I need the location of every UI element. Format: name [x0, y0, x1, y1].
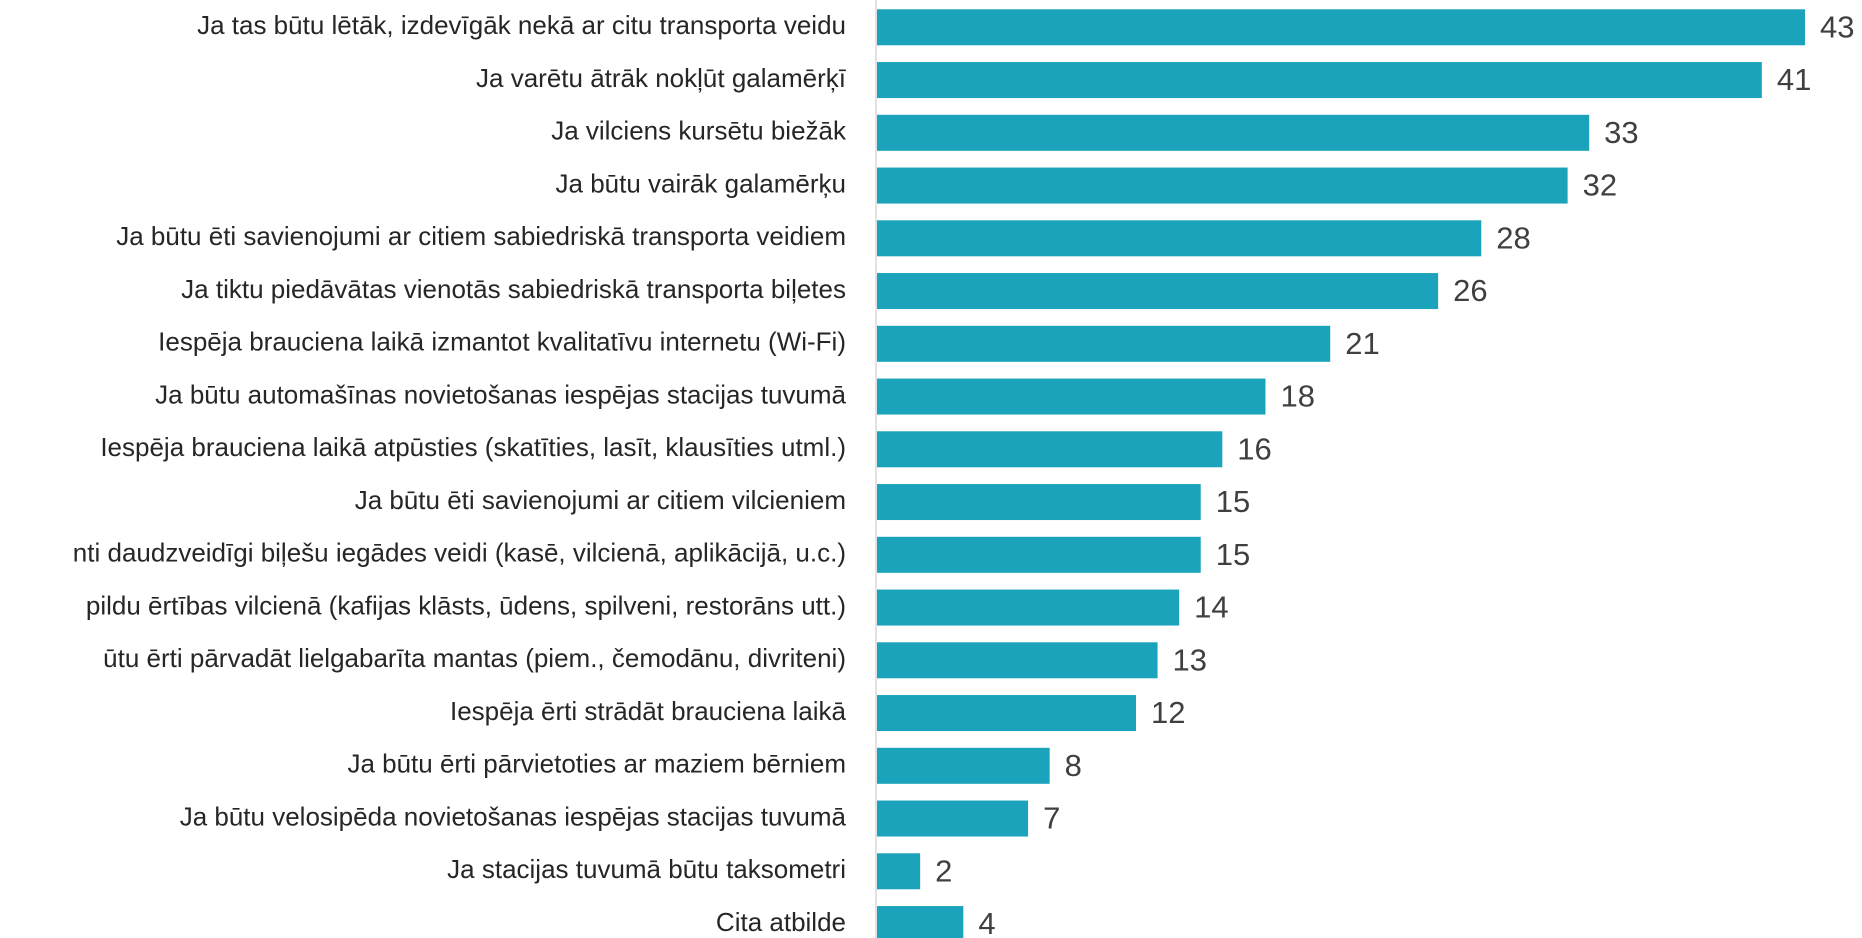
bar — [877, 325, 1331, 362]
category-label: ūtu ērti pārvadāt lielgabarīta mantas (p… — [103, 643, 846, 673]
value-label: 16 — [1237, 431, 1271, 466]
bar — [877, 273, 1439, 310]
bar — [877, 800, 1029, 837]
value-label: 43 — [1820, 9, 1854, 44]
bar — [877, 695, 1136, 732]
value-label: 28 — [1496, 220, 1530, 255]
bar — [877, 62, 1762, 99]
value-label: 15 — [1216, 484, 1250, 519]
category-label: Ja būtu ērti pārvietoties ar maziem bērn… — [347, 749, 846, 779]
value-label: 15 — [1216, 537, 1250, 572]
category-label: Cita atbilde — [716, 907, 846, 937]
category-label: Iespēja brauciena laikā atpūsties (skatī… — [100, 432, 846, 462]
bar — [877, 9, 1805, 46]
bar — [877, 220, 1482, 257]
value-label: 12 — [1151, 695, 1185, 730]
category-label: Ja būtu ēti savienojumi ar citiem vilcie… — [355, 485, 846, 515]
category-label: Ja tiktu piedāvātas vienotās sabiedriskā… — [181, 274, 846, 304]
category-label: Iespēja ērti strādāt brauciena laikā — [450, 696, 847, 726]
value-label: 32 — [1583, 168, 1617, 203]
bar — [877, 589, 1180, 626]
value-label: 2 — [935, 853, 952, 888]
category-label: Ja būtu velosipēda novietošanas iespējas… — [180, 801, 847, 831]
value-label: 8 — [1065, 748, 1082, 783]
category-label: nti daudzveidīgi biļešu iegādes veidi (k… — [73, 538, 846, 568]
category-label: Ja stacijas tuvumā būtu taksometri — [447, 854, 846, 884]
value-label: 41 — [1777, 62, 1811, 97]
category-label: Ja būtu vairāk galamērķu — [556, 168, 846, 198]
bar — [877, 167, 1568, 204]
value-label: 21 — [1345, 326, 1379, 361]
bar — [877, 906, 964, 938]
bar — [877, 114, 1590, 151]
bar — [877, 853, 921, 890]
bar — [877, 747, 1050, 784]
bar — [877, 431, 1223, 468]
bar — [877, 536, 1201, 573]
category-label: Ja būtu automašīnas novietošanas iespēja… — [155, 379, 846, 409]
value-label: 4 — [978, 906, 995, 938]
value-label: 18 — [1280, 379, 1314, 414]
category-label: pildu ērtības vilcienā (kafijas klāsts, … — [86, 590, 846, 620]
value-label: 7 — [1043, 801, 1060, 836]
value-label: 26 — [1453, 273, 1487, 308]
category-label: Ja būtu ēti savienojumi ar citiem sabied… — [116, 221, 846, 251]
value-label: 13 — [1173, 642, 1207, 677]
category-label: Ja vilciens kursētu biežāk — [551, 116, 847, 146]
bar — [877, 378, 1266, 415]
bar — [877, 484, 1201, 521]
category-label: Iespēja brauciena laikā izmantot kvalita… — [158, 327, 846, 357]
category-label: Ja tas būtu lētāk, izdevīgāk nekā ar cit… — [197, 10, 846, 40]
category-label: Ja varētu ātrāk nokļūt galamērķī — [476, 63, 847, 93]
value-label: 14 — [1194, 590, 1228, 625]
value-label: 33 — [1604, 115, 1638, 150]
bar — [877, 642, 1158, 679]
